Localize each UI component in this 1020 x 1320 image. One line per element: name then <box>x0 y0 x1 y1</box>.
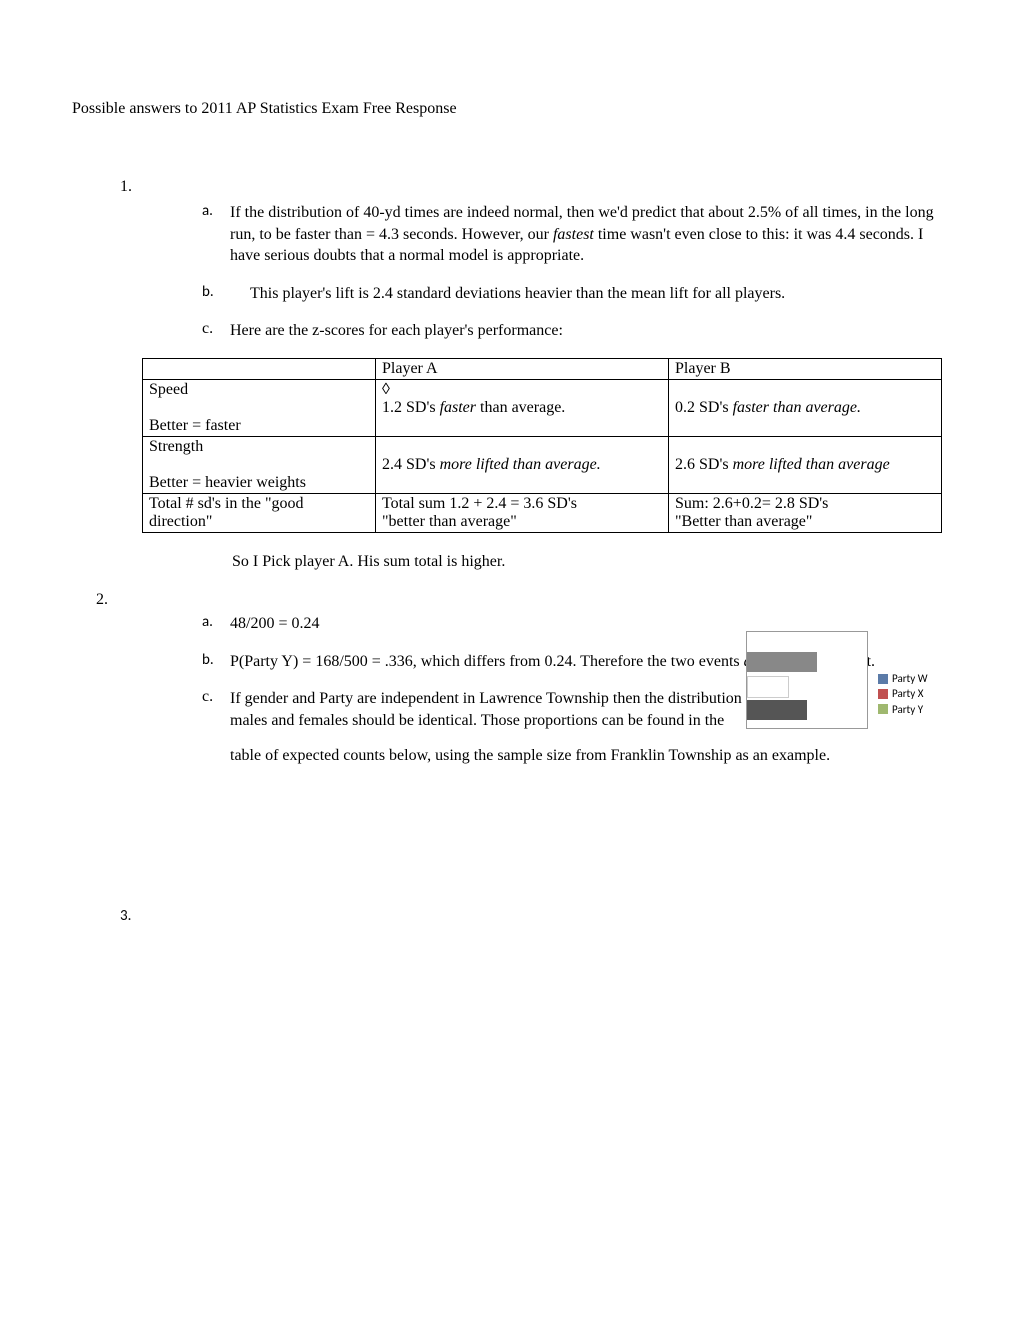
q2-section: 2. a. 48/200 = 0.24 b. P(Party Y) = 168/… <box>72 591 948 767</box>
q2-letter-b: b. <box>202 651 230 673</box>
legend-row-y: Party Y <box>878 702 928 717</box>
letter-c: c. <box>202 320 230 342</box>
page-title: Possible answers to 2011 AP Statistics E… <box>72 100 948 118</box>
diamond-sym: ◊ <box>382 381 390 398</box>
swatch-icon <box>878 689 888 699</box>
speed-b-text1: 0.2 SD's <box>675 399 733 416</box>
cell-total-b: Sum: 2.6+0.2= 2.8 SD's "Better than aver… <box>669 493 942 532</box>
cell-strength-a: 2.4 SD's more lifted than average. <box>376 436 669 493</box>
table-row-total: Total # sd's in the "good direction" Tot… <box>143 493 942 532</box>
strength-b-text1: 2.6 SD's <box>675 456 733 473</box>
cell-strength-b: 2.6 SD's more lifted than average <box>669 436 942 493</box>
legend-label-w: Party W <box>892 671 928 686</box>
q1-item-a: a. If the distribution of 40-yd times ar… <box>202 202 948 267</box>
strength-text: Strength <box>149 438 203 455</box>
total-a-2: "better than average" <box>382 513 517 530</box>
table-row-strength: Strength Better = heavier weights 2.4 SD… <box>143 436 942 493</box>
q2-number: 2. <box>96 591 948 609</box>
q3-number: 3. <box>120 907 948 925</box>
cell-total-label: Total # sd's in the "good direction" <box>143 493 376 532</box>
table-row-speed: Speed Better = faster ◊ 1.2 SD's faster … <box>143 379 942 436</box>
cell-total-a: Total sum 1.2 + 2.4 = 3.6 SD's "better t… <box>376 493 669 532</box>
q1a-italic: fastest <box>553 226 594 243</box>
speed-a-italic: faster <box>440 399 476 416</box>
speed-b-italic: faster than average. <box>733 399 861 416</box>
legend-label-y: Party Y <box>892 702 923 717</box>
q1-followup: So I Pick player A. His sum total is hig… <box>232 553 948 571</box>
total-a-1: Total sum 1.2 + 2.4 = 3.6 SD's <box>382 495 577 512</box>
legend-row-w: Party W <box>878 671 928 686</box>
letter-a: a. <box>202 202 230 267</box>
cell-strength-label: Strength Better = heavier weights <box>143 436 376 493</box>
th-blank <box>143 358 376 379</box>
chart-legend: Party W Party X Party Y <box>878 671 928 717</box>
q1-list: a. If the distribution of 40-yd times ar… <box>202 202 948 342</box>
chart-bar <box>747 652 817 672</box>
cell-speed-a: ◊ 1.2 SD's faster than average. <box>376 379 669 436</box>
content-b: This player's lift is 2.4 standard devia… <box>230 283 948 305</box>
q1-item-b: b. This player's lift is 2.4 standard de… <box>202 283 948 305</box>
table-header-row: Player A Player B <box>143 358 942 379</box>
q1-item-c: c. Here are the z-scores for each player… <box>202 320 948 342</box>
zscore-table: Player A Player B Speed Better = faster … <box>142 358 942 533</box>
strength-a-italic: more lifted than average. <box>440 456 601 473</box>
q2-letter-c: c. <box>202 688 230 767</box>
speed-a-text2: than average. <box>476 399 565 416</box>
total-b-1: Sum: 2.6+0.2= 2.8 SD's <box>675 495 828 512</box>
content-c: Here are the z-scores for each player's … <box>230 320 948 342</box>
swatch-icon <box>878 704 888 714</box>
q2b-text1: P(Party Y) = 168/500 = .336, which diffe… <box>230 653 744 670</box>
legend-label-x: Party X <box>892 686 923 701</box>
chart-bar <box>747 700 807 720</box>
q1-number: 1. <box>120 178 948 196</box>
chart-frame <box>746 631 868 729</box>
cell-speed-label: Speed Better = faster <box>143 379 376 436</box>
speed-better: Better = faster <box>149 417 241 434</box>
speed-text: Speed <box>149 381 188 398</box>
letter-b: b. <box>202 283 230 305</box>
q2-letter-a: a. <box>202 613 230 635</box>
th-player-b: Player B <box>669 358 942 379</box>
cell-speed-b: 0.2 SD's faster than average. <box>669 379 942 436</box>
strength-better: Better = heavier weights <box>149 474 306 491</box>
strength-a-text1: 2.4 SD's <box>382 456 440 473</box>
strength-b-italic: more lifted than average <box>733 456 890 473</box>
total-b-2: "Better than average" <box>675 513 812 530</box>
swatch-icon <box>878 674 888 684</box>
mini-chart: Party W Party X Party Y <box>746 631 976 751</box>
content-a: If the distribution of 40-yd times are i… <box>230 202 948 267</box>
chart-bar <box>747 676 789 698</box>
th-player-a: Player A <box>376 358 669 379</box>
speed-a-text1: 1.2 SD's <box>382 399 440 416</box>
legend-row-x: Party X <box>878 686 928 701</box>
